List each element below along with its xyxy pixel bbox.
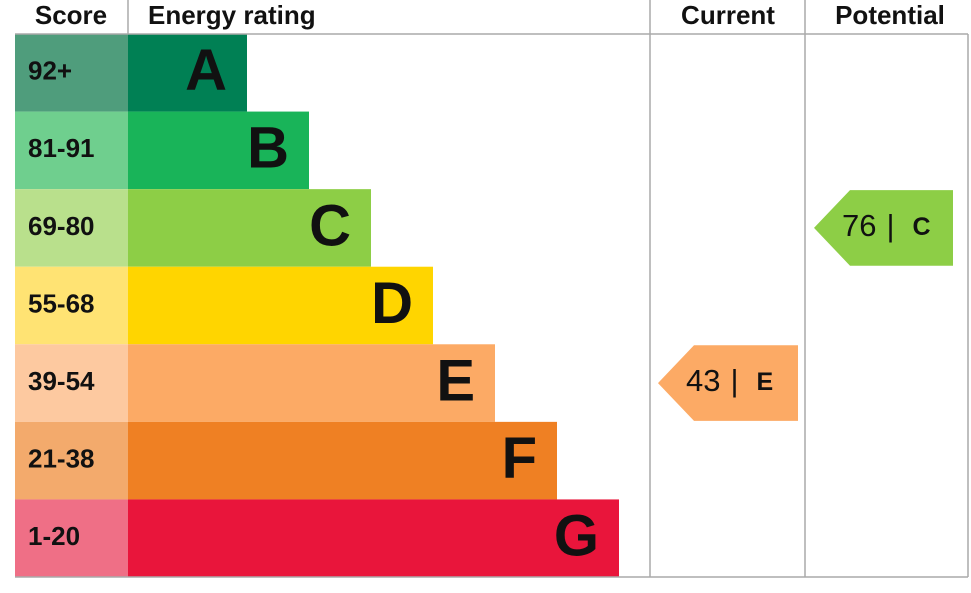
potential-label: 76 | C <box>842 208 931 243</box>
band-bar <box>128 344 495 422</box>
band-bar <box>128 34 247 112</box>
potential-separator: | <box>886 208 894 243</box>
score-label: 81-91 <box>28 133 95 163</box>
band-bar <box>128 266 433 345</box>
band-letter: E <box>436 348 475 413</box>
current-arrow <box>658 345 798 421</box>
current-separator: | <box>730 363 738 398</box>
score-cell <box>15 344 128 422</box>
potential-letter: C <box>913 213 931 241</box>
score-cell <box>15 421 128 500</box>
score-label: 92+ <box>28 56 72 86</box>
score-label: 21-38 <box>28 444 95 474</box>
band-letter: D <box>371 271 413 336</box>
current-header: Current <box>681 0 775 30</box>
score-cell <box>15 34 128 112</box>
band-letter: F <box>502 426 537 491</box>
score-cell <box>15 499 128 577</box>
current-value: 43 <box>686 363 720 398</box>
band-letter: B <box>247 116 289 181</box>
potential-value: 76 <box>842 208 876 243</box>
current-label: 43 | E <box>686 363 773 398</box>
band-bar <box>128 499 619 577</box>
band-letter: G <box>554 504 599 569</box>
score-label: 39-54 <box>28 366 95 396</box>
band-bar <box>128 111 309 190</box>
score-cell <box>15 266 128 345</box>
current-letter: E <box>757 368 774 396</box>
score-label: 55-68 <box>28 288 95 318</box>
band-letter: A <box>185 38 227 103</box>
band-letter: C <box>309 193 351 258</box>
potential-arrow <box>814 190 953 266</box>
score-header: Score <box>35 0 107 30</box>
band-bar <box>128 189 371 267</box>
score-label: 1-20 <box>28 521 80 551</box>
score-cell <box>15 189 128 267</box>
score-label: 69-80 <box>28 211 95 241</box>
potential-header: Potential <box>835 0 945 30</box>
band-bar <box>128 421 557 500</box>
rating-header: Energy rating <box>148 0 316 30</box>
score-cell <box>15 111 128 190</box>
